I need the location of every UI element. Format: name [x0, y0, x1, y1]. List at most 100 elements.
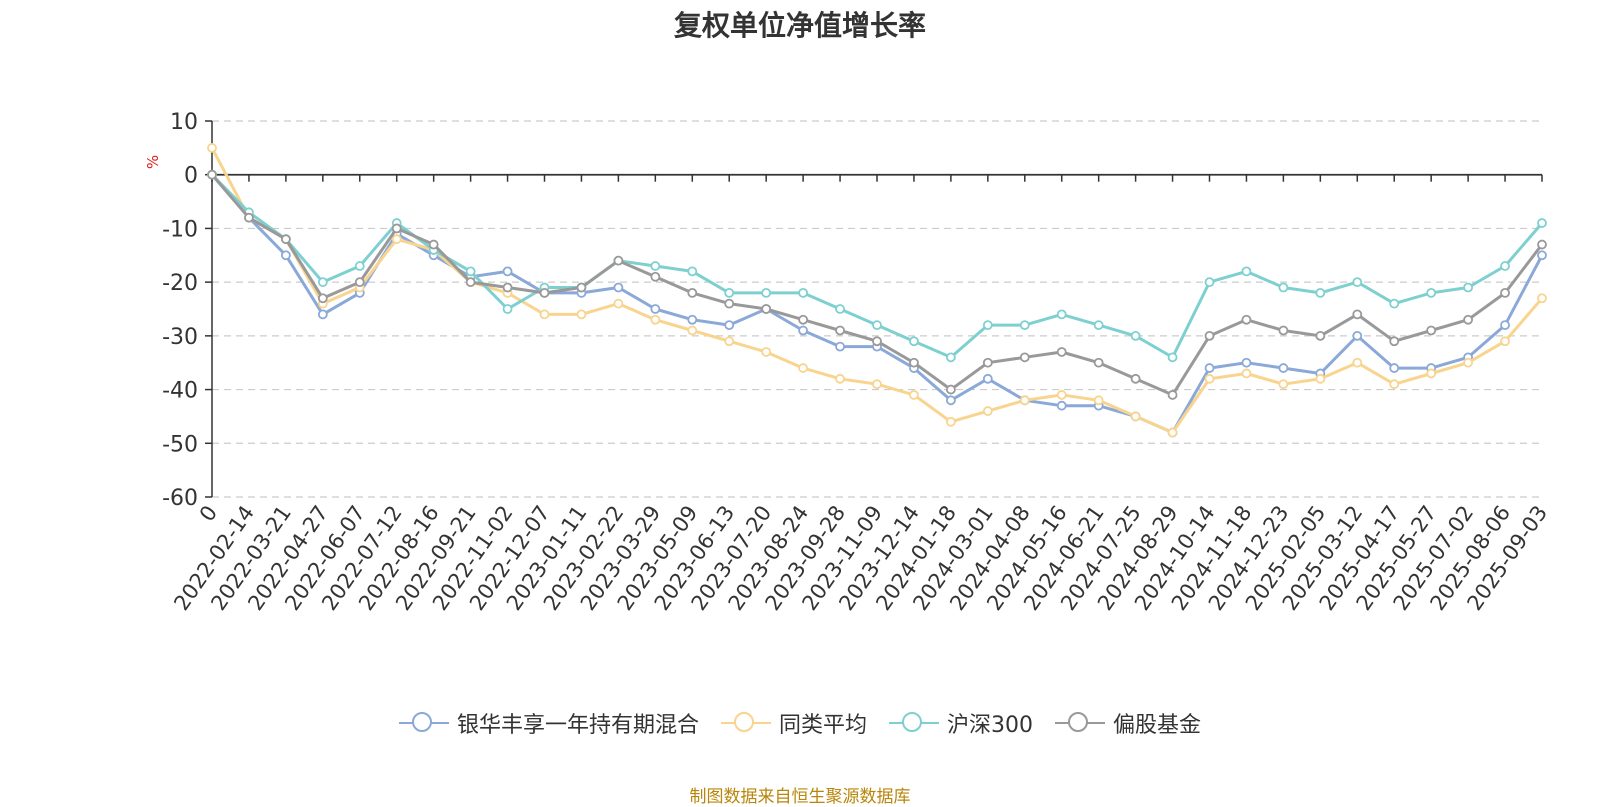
- data-point: [1241, 266, 1252, 277]
- data-point: [909, 357, 919, 368]
- legend-label: 银华丰享一年持有期混合: [456, 713, 699, 738]
- data-point: [687, 325, 698, 336]
- y-tick-label: -10: [162, 217, 198, 242]
- data-point: [207, 142, 217, 153]
- data-point: [1130, 373, 1141, 384]
- data-point: [1352, 277, 1363, 288]
- data-point: [1278, 282, 1289, 293]
- legend-marker-icon: [1055, 711, 1105, 735]
- data-point: [539, 287, 550, 298]
- data-point: [1500, 320, 1510, 331]
- data-point: [1019, 320, 1030, 331]
- data-point: [1241, 357, 1252, 368]
- data-point: [317, 277, 328, 288]
- data-point: [1278, 325, 1289, 336]
- data-point: [835, 341, 845, 352]
- data-point: [1093, 395, 1104, 406]
- y-axis-label: %: [144, 155, 162, 169]
- data-point: [502, 282, 513, 293]
- data-point: [1537, 218, 1547, 228]
- data-point: [1278, 363, 1289, 373]
- data-point: [1352, 330, 1363, 341]
- data-point: [687, 287, 698, 298]
- legend-item-2[interactable]: 沪深300: [889, 707, 1033, 739]
- data-point: [798, 325, 809, 336]
- data-point: [1426, 287, 1437, 298]
- data-point: [1056, 347, 1067, 357]
- data-point: [1056, 400, 1067, 411]
- legend-item-3[interactable]: 偏股基金: [1055, 707, 1201, 739]
- data-point: [502, 266, 513, 277]
- data-point: [1426, 325, 1437, 336]
- data-point: [1426, 368, 1437, 379]
- data-point: [724, 320, 735, 331]
- data-point: [1167, 352, 1178, 363]
- data-point: [835, 373, 845, 384]
- data-point: [1537, 239, 1547, 250]
- series-line-0: [210, 173, 1544, 434]
- data-point: [1056, 309, 1067, 320]
- data-point: [687, 314, 698, 325]
- y-tick-label: -20: [162, 271, 198, 296]
- data-point: [354, 277, 365, 288]
- data-point: [872, 320, 882, 331]
- data-point: [613, 298, 624, 309]
- data-point: [945, 352, 956, 363]
- data-point: [724, 298, 735, 309]
- data-point: [1204, 363, 1215, 373]
- data-point: [576, 282, 587, 293]
- data-point: [1204, 330, 1215, 341]
- data-point: [761, 347, 772, 357]
- data-point: [1241, 368, 1252, 379]
- data-point: [945, 416, 956, 427]
- data-point: [945, 384, 956, 395]
- data-point: [872, 336, 882, 347]
- data-point: [244, 212, 254, 223]
- legend-item-0[interactable]: 银华丰享一年持有期混合: [398, 707, 699, 739]
- data-point: [909, 390, 919, 400]
- grid-lines: [212, 120, 1542, 498]
- data-point: [1019, 395, 1030, 406]
- data-point: [465, 277, 476, 288]
- data-point: [1019, 352, 1030, 363]
- data-point: [1352, 357, 1363, 368]
- legend-marker-icon: [720, 711, 771, 735]
- data-point: [1500, 287, 1510, 298]
- data-point: [945, 395, 956, 406]
- data-point: [1204, 373, 1215, 384]
- axes: 100-10-20-30-40-50-60%02022-02-142022-03…: [144, 110, 1552, 615]
- data-point: [724, 336, 735, 347]
- data-point: [650, 314, 661, 325]
- data-point: [280, 250, 291, 261]
- data-point: [539, 309, 550, 320]
- series-line-3: [210, 173, 1544, 397]
- data-point: [1463, 282, 1474, 293]
- data-point: [428, 239, 439, 250]
- y-tick-label: 0: [184, 164, 198, 189]
- data-point: [391, 223, 402, 234]
- data-point: [1241, 314, 1252, 325]
- data-point: [835, 304, 845, 314]
- data-point: [1130, 411, 1141, 422]
- legend-marker-icon: [889, 711, 939, 735]
- data-point: [909, 336, 919, 347]
- data-point: [1389, 363, 1400, 373]
- data-point: [465, 266, 476, 277]
- legend-item-1[interactable]: 同类平均: [720, 707, 867, 739]
- data-point: [1278, 379, 1289, 390]
- data-point: [317, 293, 328, 304]
- data-point: [724, 287, 735, 298]
- data-point: [982, 373, 993, 384]
- data-point: [1130, 330, 1141, 341]
- data-point: [576, 309, 587, 320]
- data-point: [1389, 379, 1400, 390]
- legend: 银华丰享一年持有期混合 同类平均 沪深300 偏股基金: [0, 707, 1600, 739]
- data-point: [1537, 250, 1547, 261]
- data-point: [1167, 390, 1178, 400]
- y-tick-label: -30: [162, 325, 198, 350]
- data-point: [761, 287, 772, 298]
- data-point: [650, 271, 661, 282]
- data-point: [982, 320, 993, 331]
- data-point: [613, 255, 624, 266]
